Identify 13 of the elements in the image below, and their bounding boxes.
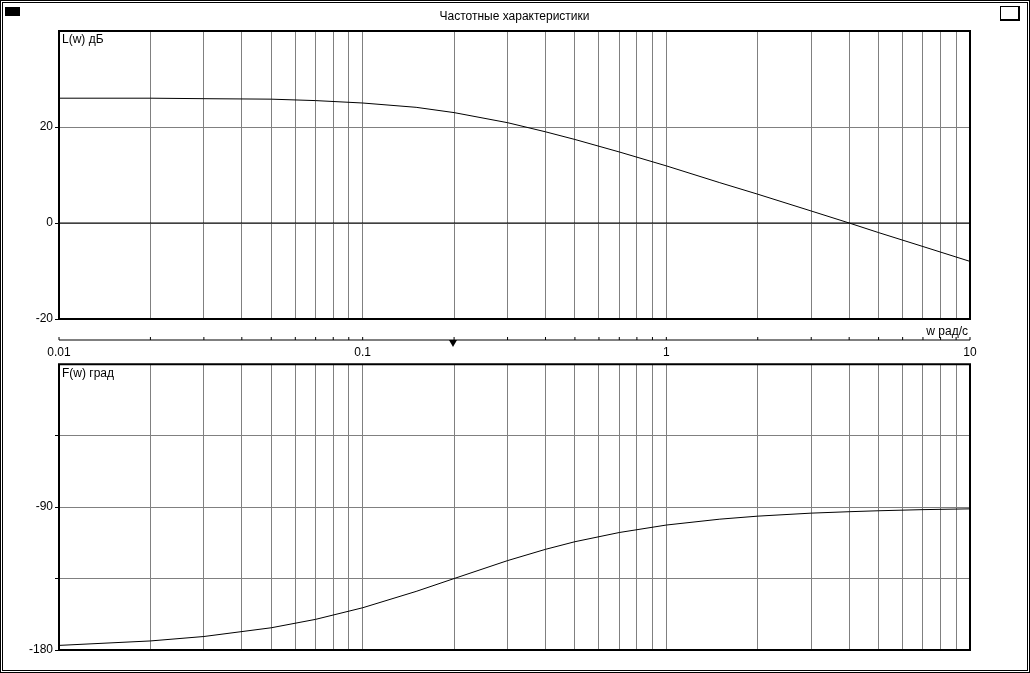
y-tick-label: 0: [46, 215, 54, 230]
x-tick-label: 0.1: [354, 344, 372, 359]
x-tick-label: 0.01: [47, 344, 71, 359]
x-tick-label: 1: [662, 344, 670, 359]
y-axis-title: F(w) град: [62, 365, 115, 380]
y-tick-label: -20: [35, 311, 54, 326]
y-tick-label: 20: [39, 119, 54, 134]
chart-title: Частотные характеристики: [439, 9, 590, 24]
x-tick-label: 10: [963, 344, 977, 359]
x-axis-title: w рад/с: [925, 324, 968, 339]
y-axis-title: L(w) дБ: [62, 32, 104, 47]
y-tick-label: -90: [35, 499, 54, 514]
y-tick-label: -180: [28, 642, 54, 657]
